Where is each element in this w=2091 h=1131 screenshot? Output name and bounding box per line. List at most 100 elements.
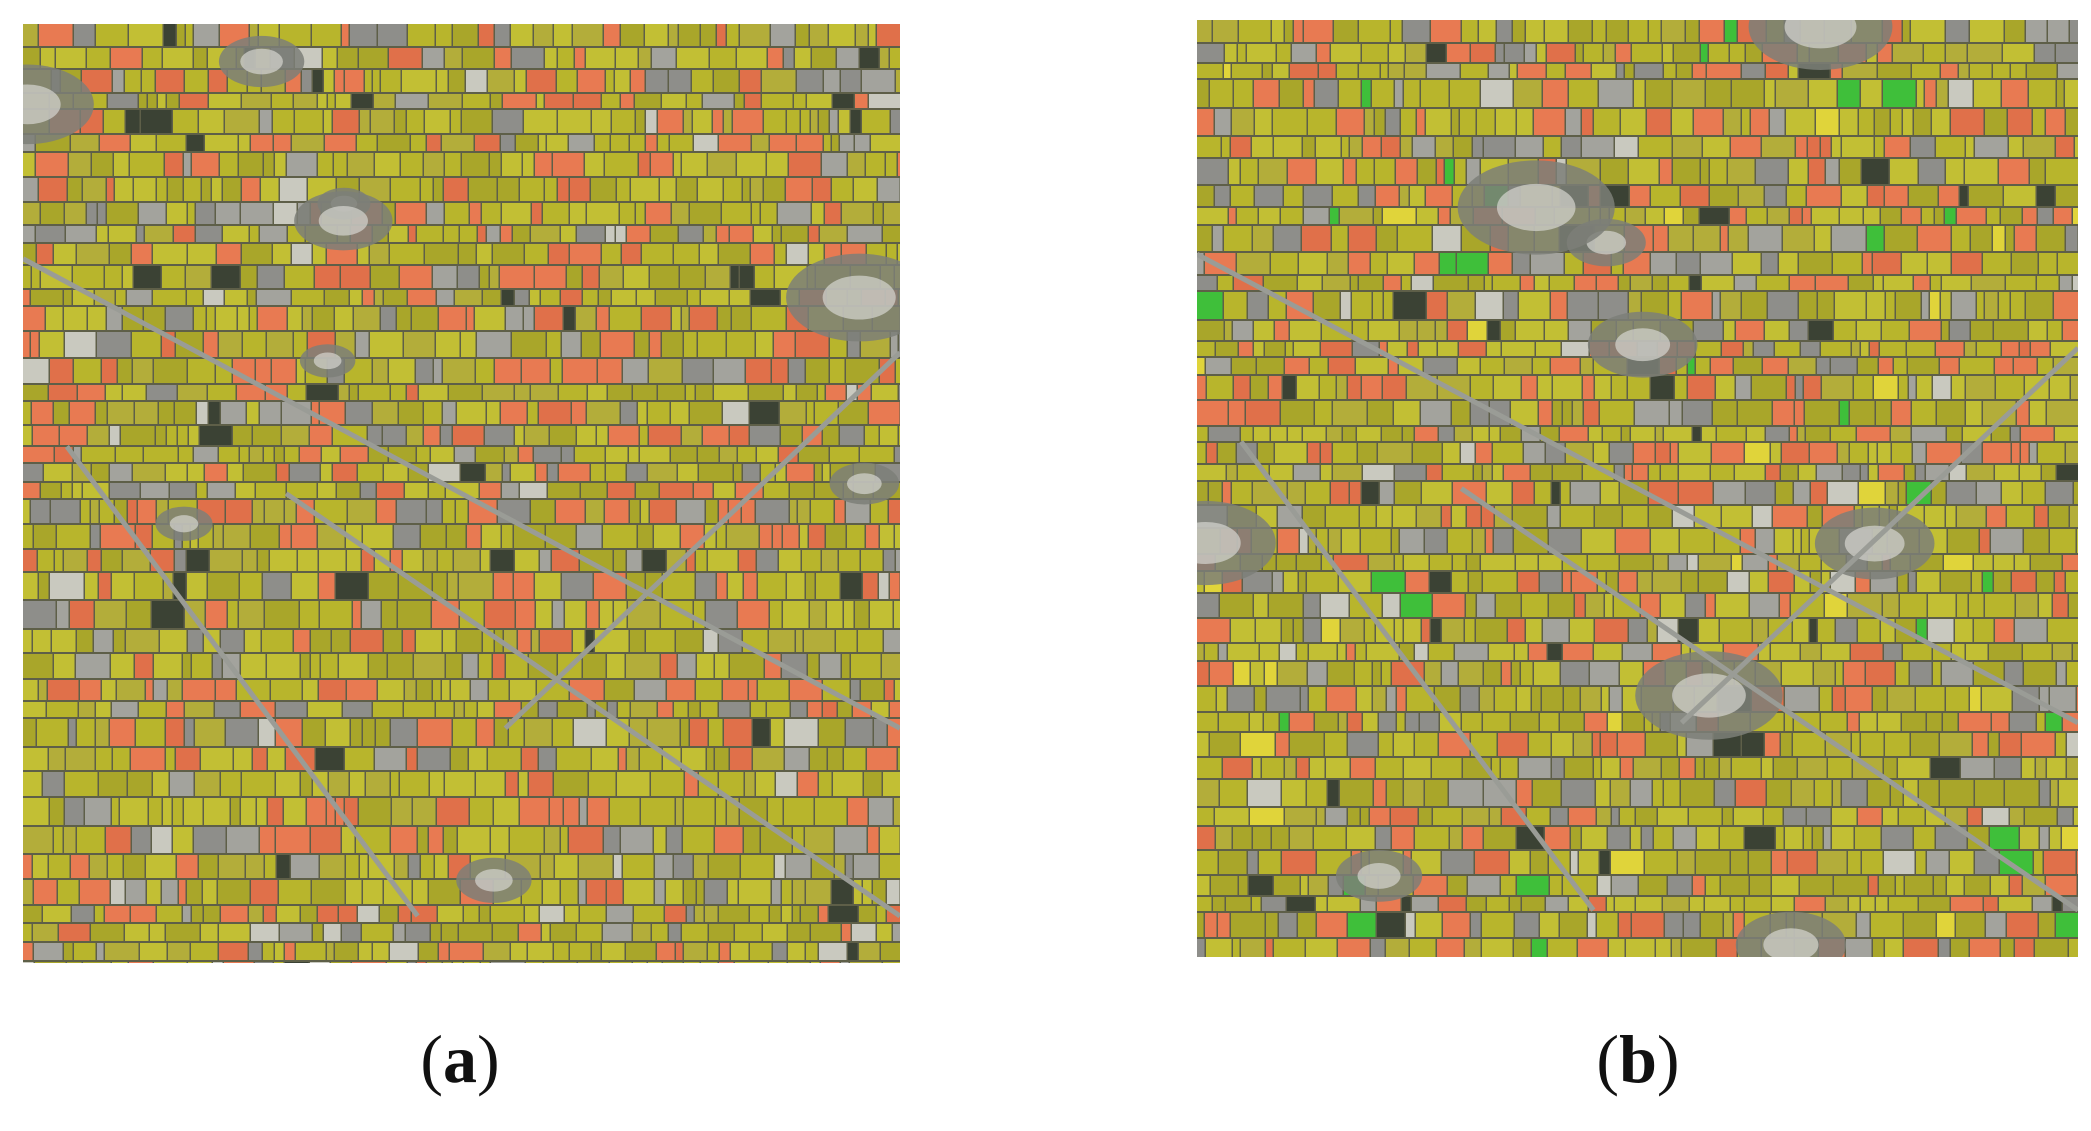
field — [1406, 572, 1429, 592]
field — [634, 906, 664, 922]
field — [579, 880, 586, 904]
field — [303, 719, 325, 746]
field — [96, 748, 112, 770]
field — [2063, 555, 2078, 570]
field — [680, 266, 705, 288]
field — [750, 426, 780, 445]
field — [764, 110, 786, 133]
field — [37, 244, 53, 264]
field — [302, 70, 312, 92]
settlement-core — [1615, 328, 1671, 362]
field — [620, 203, 635, 224]
field — [618, 702, 630, 717]
field — [1671, 443, 1678, 463]
field — [1404, 80, 1420, 107]
field — [2046, 109, 2065, 135]
field — [166, 307, 193, 330]
field — [471, 680, 488, 700]
field — [1410, 939, 1436, 957]
field — [203, 880, 217, 904]
field — [674, 855, 693, 878]
field — [1967, 465, 1994, 480]
field — [1403, 427, 1414, 441]
field — [553, 601, 564, 628]
field — [1631, 276, 1652, 290]
field — [784, 48, 794, 68]
field — [2054, 208, 2072, 224]
field — [1560, 913, 1587, 937]
field — [73, 483, 82, 498]
field — [1771, 644, 1800, 660]
field — [1693, 64, 1706, 78]
field — [2002, 482, 2022, 504]
field — [1205, 644, 1218, 660]
field — [23, 630, 32, 652]
field — [74, 24, 95, 46]
field — [1415, 427, 1438, 441]
field — [1259, 159, 1287, 184]
field — [1231, 137, 1251, 157]
field — [491, 962, 525, 963]
field — [719, 906, 749, 922]
field — [1540, 713, 1559, 731]
field — [1246, 401, 1280, 425]
field — [1545, 827, 1570, 849]
field — [260, 110, 272, 133]
field — [534, 447, 561, 462]
field — [1594, 109, 1620, 135]
field — [1631, 780, 1652, 806]
field — [818, 385, 825, 400]
field — [846, 719, 873, 746]
field — [1443, 465, 1473, 480]
field — [624, 266, 649, 288]
field — [475, 307, 505, 330]
field — [1253, 226, 1273, 251]
field — [1531, 465, 1552, 480]
field — [701, 24, 716, 46]
field — [442, 680, 450, 700]
field — [351, 719, 362, 746]
field — [1553, 376, 1582, 399]
field — [899, 426, 900, 445]
field — [2053, 897, 2062, 911]
field — [819, 719, 845, 746]
field — [1983, 572, 1993, 592]
field — [1197, 253, 1204, 274]
field — [1842, 780, 1867, 806]
field — [501, 135, 515, 151]
field — [175, 550, 186, 571]
field — [1779, 253, 1798, 274]
field — [1910, 321, 1941, 340]
field — [1918, 226, 1951, 251]
field — [649, 426, 681, 445]
field — [272, 359, 296, 383]
field — [347, 680, 377, 700]
field — [2066, 226, 2078, 251]
field — [1543, 619, 1569, 642]
field — [285, 266, 314, 288]
field — [743, 178, 750, 201]
field — [599, 290, 611, 305]
field — [333, 110, 359, 133]
field — [260, 226, 287, 242]
field — [1946, 506, 1956, 527]
field — [877, 24, 900, 46]
field — [68, 178, 82, 201]
field — [214, 525, 223, 548]
field — [880, 855, 900, 878]
field — [1952, 292, 1976, 319]
field — [1294, 465, 1320, 480]
field — [1403, 20, 1430, 42]
field — [1818, 292, 1834, 319]
field — [1854, 376, 1873, 399]
field — [1611, 851, 1644, 874]
field — [1501, 876, 1516, 895]
field — [850, 962, 882, 963]
field — [1220, 780, 1247, 806]
field — [1852, 342, 1860, 356]
field — [807, 94, 832, 108]
field — [347, 550, 361, 571]
field — [354, 307, 380, 330]
field — [1436, 321, 1447, 340]
field — [1406, 913, 1415, 937]
